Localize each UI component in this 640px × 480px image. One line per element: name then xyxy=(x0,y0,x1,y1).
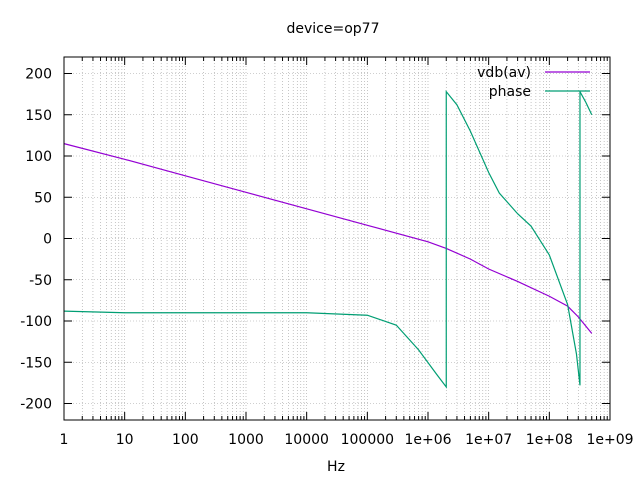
x-tick-label: 10 xyxy=(116,432,134,448)
chart-title: device=op77 xyxy=(287,21,380,37)
y-tick-label: 200 xyxy=(25,67,52,83)
legend-label: vdb(av) xyxy=(477,65,531,81)
x-tick-label: 1e+07 xyxy=(465,432,512,448)
legend-label: phase xyxy=(489,84,531,100)
plot-frame xyxy=(63,56,611,421)
series-lines xyxy=(63,89,593,389)
x-tick-label: 1000 xyxy=(228,432,264,448)
series-line-phase xyxy=(63,89,593,389)
x-tick-label: 100000 xyxy=(341,432,394,448)
series-line-vdb-av- xyxy=(63,143,593,334)
y-tick-label: -50 xyxy=(29,273,52,289)
x-axis-label: Hz xyxy=(327,459,345,475)
x-tick-label: 10000 xyxy=(284,432,329,448)
axis-ticks: 1 10 100 1000 10000 100000 1e+06 1e+07 1e+08 1e+0… xyxy=(20,57,634,448)
y-tick-label: 0 xyxy=(43,232,52,248)
y-tick-label: 100 xyxy=(25,149,52,165)
y-tick-label: -100 xyxy=(20,314,52,330)
grid xyxy=(64,57,610,420)
y-tick-label: -200 xyxy=(20,397,52,413)
x-tick-label: 1e+08 xyxy=(526,432,573,448)
y-tick-label: 150 xyxy=(25,108,52,124)
y-tick-label: -150 xyxy=(20,355,52,371)
x-tick-label: 100 xyxy=(172,432,199,448)
x-tick-label: 1e+09 xyxy=(586,432,633,448)
legend: vdb(av) phase xyxy=(477,65,590,100)
x-tick-label: 1e+06 xyxy=(404,432,451,448)
y-tick-label: 50 xyxy=(34,190,52,206)
x-tick-label: 1 xyxy=(60,432,69,448)
